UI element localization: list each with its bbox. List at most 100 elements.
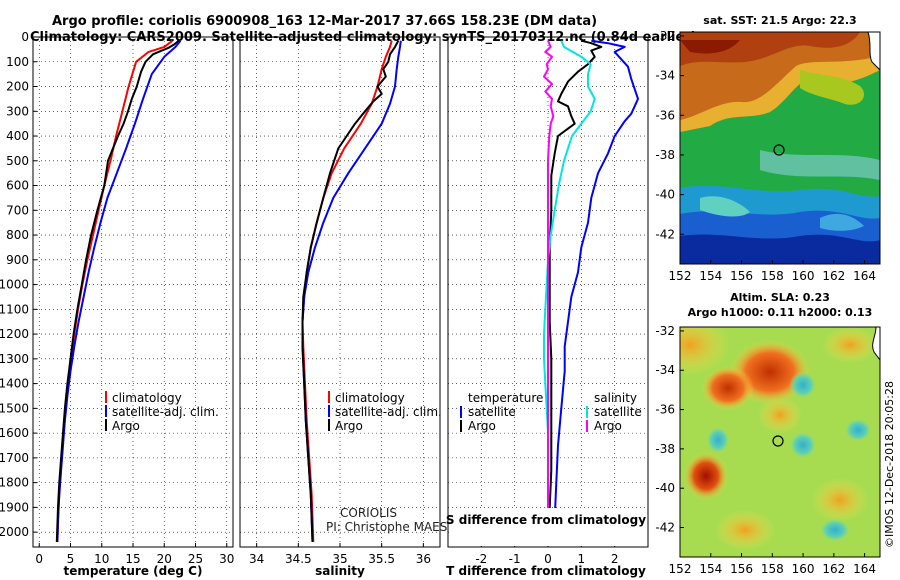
sla-map-title: Altim. SLA: 0.23 bbox=[730, 291, 830, 304]
x-tick-label: 34 bbox=[249, 552, 264, 566]
sst-map-frame bbox=[679, 31, 881, 265]
depth-tick-label: 1200 bbox=[0, 327, 29, 341]
legend-label-t-argo: Argo bbox=[468, 419, 496, 433]
sla-argo-marker bbox=[772, 435, 784, 447]
map-lon-label: 164 bbox=[853, 562, 876, 576]
map-lon-label: 160 bbox=[792, 269, 815, 283]
depth-tick-label: 300 bbox=[6, 104, 29, 118]
map-lon-label: 162 bbox=[822, 562, 845, 576]
legend-title-salinity: salinity bbox=[594, 391, 637, 405]
x-tick-label: -2 bbox=[475, 552, 487, 566]
map-lat-label: -42 bbox=[655, 521, 675, 535]
x-tick-label: 36 bbox=[416, 552, 431, 566]
map-lat-label: -40 bbox=[655, 481, 675, 495]
map-lat-label: -34 bbox=[655, 69, 675, 83]
x-tick-label: 20 bbox=[157, 552, 172, 566]
series-line-climatology bbox=[301, 40, 393, 543]
x-tick-label: 35.5 bbox=[368, 552, 395, 566]
legend-label-climatology: climatology bbox=[335, 391, 405, 405]
map-lat-label: -42 bbox=[655, 227, 675, 241]
map-lon-label: 156 bbox=[730, 269, 753, 283]
temperature-x-label: temperature (deg C) bbox=[64, 564, 203, 578]
s-difference-axis-backdrop bbox=[450, 508, 646, 546]
salinity-x-label: salinity bbox=[315, 564, 365, 578]
legend-label-climatology: climatology bbox=[112, 391, 182, 405]
series-line-salinity-argo bbox=[543, 40, 555, 542]
depth-tick-label: 1800 bbox=[0, 476, 29, 490]
x-tick-label: -1 bbox=[509, 552, 521, 566]
sla-map-frame bbox=[679, 326, 881, 558]
temperature-legend: climatology satellite-adj. clim. Argo bbox=[105, 391, 219, 433]
legend-label-argo: Argo bbox=[112, 419, 140, 433]
map-lat-label: -40 bbox=[655, 188, 675, 202]
difference-series bbox=[543, 39, 639, 542]
map-lat-label: -38 bbox=[655, 148, 675, 162]
credit-line-1: CORIOLIS bbox=[340, 506, 397, 520]
depth-tick-label: 400 bbox=[6, 129, 29, 143]
legend-label-s-argo: Argo bbox=[594, 419, 622, 433]
imos-stamp: ©IMOS 12-Dec-2018 20:05:28 bbox=[883, 381, 896, 548]
sla-map bbox=[680, 327, 880, 557]
depth-tick-label: 2000 bbox=[0, 525, 29, 539]
t-difference-x-axis: -2 -1 0 1 2 bbox=[475, 543, 618, 566]
depth-tick-label: 1100 bbox=[0, 302, 29, 316]
x-tick-label: 0 bbox=[35, 552, 43, 566]
map-lon-label: 158 bbox=[761, 269, 784, 283]
salinity-series bbox=[301, 40, 402, 543]
sla-map-axes: 152 154 156 158 160 162 164 -32 -34 -36 -38 -40 -42 bbox=[655, 324, 876, 576]
map-lat-label: -32 bbox=[655, 324, 675, 338]
map-lat-label: -36 bbox=[655, 108, 675, 122]
series-line-temperature-satellite bbox=[553, 39, 639, 542]
depth-tick-label: 1300 bbox=[0, 352, 29, 366]
depth-tick-label: 1400 bbox=[0, 377, 29, 391]
depth-tick-label: 500 bbox=[6, 154, 29, 168]
map-lat-label: -34 bbox=[655, 363, 675, 377]
x-tick-label: 30 bbox=[219, 552, 234, 566]
temperature-series bbox=[55, 39, 182, 543]
map-lat-label: -32 bbox=[655, 29, 675, 43]
depth-tick-label: 600 bbox=[6, 179, 29, 193]
map-lon-label: 160 bbox=[792, 562, 815, 576]
x-tick-label: 35 bbox=[332, 552, 347, 566]
x-tick-label: 0 bbox=[544, 552, 552, 566]
salinity-grid bbox=[240, 36, 440, 547]
map-lon-label: 164 bbox=[853, 269, 876, 283]
depth-tick-label: 1900 bbox=[0, 500, 29, 514]
depth-tick-label: 100 bbox=[6, 55, 29, 69]
sst-map-axes: 152 154 156 158 160 162 164 -32 -34 -36 -38 -40 -42 bbox=[655, 29, 876, 283]
series-line-satellite-adj-clim bbox=[301, 40, 402, 543]
temperature-grid bbox=[33, 36, 233, 547]
depth-tick-label: 200 bbox=[6, 80, 29, 94]
sst-map bbox=[680, 32, 880, 264]
legend-label-t-satellite: satellite bbox=[468, 405, 516, 419]
depth-tick-label: 1000 bbox=[0, 278, 29, 292]
map-lon-label: 152 bbox=[669, 562, 692, 576]
x-tick-label: 5 bbox=[67, 552, 75, 566]
t-difference-x-label: T difference from climatology bbox=[446, 564, 646, 578]
sla-map-subtitle: Argo h1000: 0.11 h2000: 0.13 bbox=[688, 306, 873, 319]
series-line-climatology bbox=[56, 39, 174, 543]
depth-tick-label: 0 bbox=[21, 30, 29, 44]
series-line-temperature-argo bbox=[548, 39, 603, 542]
map-lon-label: 156 bbox=[730, 562, 753, 576]
legend-label-argo: Argo bbox=[335, 419, 363, 433]
x-tick-label: 1 bbox=[578, 552, 586, 566]
depth-tick-label: 900 bbox=[6, 253, 29, 267]
map-lon-label: 154 bbox=[699, 562, 722, 576]
sst-argo-marker bbox=[773, 144, 785, 156]
depth-tick-label: 1500 bbox=[0, 401, 29, 415]
x-tick-label: 25 bbox=[188, 552, 203, 566]
x-tick-label: 10 bbox=[94, 552, 109, 566]
map-lon-label: 154 bbox=[699, 269, 722, 283]
header-line-1: Argo profile: coriolis 6900908_163 12-Ma… bbox=[52, 14, 597, 29]
credit-line-2: PI: Christophe MAES bbox=[326, 520, 447, 534]
legend-label-satellite: satellite-adj. clim. bbox=[335, 405, 442, 419]
depth-tick-label: 800 bbox=[6, 228, 29, 242]
sst-map-title: sat. SST: 21.5 Argo: 22.3 bbox=[703, 14, 856, 27]
map-lon-label: 158 bbox=[761, 562, 784, 576]
legend-label-s-satellite: satellite bbox=[594, 405, 642, 419]
legend-label-satellite: satellite-adj. clim. bbox=[112, 405, 219, 419]
depth-axis: 0 100 200 300 400 500 600 700 800 900 1000 1100 1200… bbox=[0, 30, 37, 539]
legend-title-temperature: temperature bbox=[468, 391, 543, 405]
